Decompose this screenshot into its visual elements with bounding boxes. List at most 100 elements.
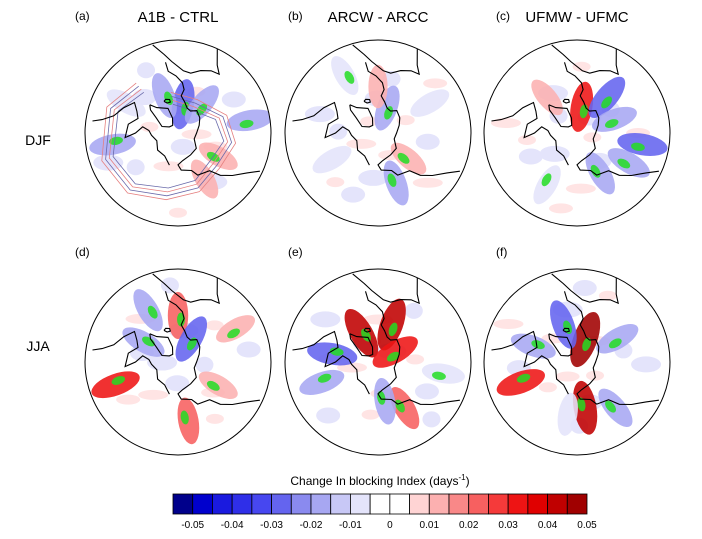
- background-blob: [138, 389, 169, 400]
- colorbar-tick-label: 0.04: [538, 520, 558, 531]
- significance-patch: [563, 320, 573, 334]
- background-blob: [304, 106, 335, 123]
- colorbar-swatch: [547, 493, 568, 515]
- panel-title: A1B - CTRL: [138, 9, 219, 26]
- coastline: [363, 327, 371, 333]
- map-boundary: [284, 39, 472, 227]
- coastline: [551, 44, 619, 76]
- colorbar-swatch: [369, 493, 391, 515]
- significance-patch: [582, 337, 592, 352]
- significance-patch: [608, 338, 622, 349]
- significance-patch: [384, 106, 393, 120]
- significance-patch: [109, 136, 123, 146]
- coastline: [92, 330, 170, 395]
- panel-field: [91, 273, 261, 445]
- background-blob: [538, 382, 557, 393]
- background-blob: [518, 135, 537, 146]
- background-blob: [518, 148, 543, 165]
- significance-patch: [541, 173, 552, 187]
- coastline: [152, 44, 220, 76]
- background-blob: [539, 145, 570, 162]
- colorbar-swatch: [389, 493, 410, 515]
- background-blob: [153, 161, 184, 172]
- coastline: [364, 291, 460, 406]
- panel-field: [490, 44, 668, 214]
- colorbar-title-exponent: -1: [458, 473, 466, 482]
- significance-patch: [432, 371, 446, 380]
- colorbar-swatch: [271, 493, 292, 515]
- background-blob: [326, 177, 345, 188]
- coastline: [349, 333, 374, 357]
- coastline: [349, 104, 374, 128]
- significance-patch: [516, 373, 531, 383]
- panel-field: [292, 44, 460, 206]
- background-blob: [360, 116, 379, 127]
- anomaly-patch: [312, 145, 352, 174]
- panel-f: (f): [483, 245, 671, 456]
- coastline: [163, 98, 171, 104]
- coastline: [163, 327, 171, 333]
- map-boundary: [84, 39, 272, 227]
- coastline: [352, 273, 420, 305]
- panel-field: [89, 44, 271, 218]
- colorbar-swatch: [488, 493, 509, 515]
- colorbar-tick-label: -0.04: [221, 520, 244, 531]
- colorbar-tick-label: 0: [387, 520, 393, 531]
- coastline: [563, 62, 659, 177]
- contour-line: [105, 85, 233, 197]
- colorbar-title-close: ): [466, 474, 470, 488]
- colorbar-title: Change In blocking Index (days-1): [290, 473, 469, 488]
- significance-patch: [617, 158, 631, 169]
- panel-letter: (c): [496, 9, 510, 23]
- significance-patch: [377, 390, 386, 405]
- coastline: [149, 104, 174, 128]
- background-blob: [396, 115, 415, 126]
- background-blob: [160, 277, 179, 294]
- coastline: [563, 291, 659, 406]
- map-boundary: [84, 268, 272, 456]
- anomaly-patch: [557, 392, 578, 436]
- colorbar-tick-label: 0.05: [577, 520, 597, 531]
- colorbar-tick-label: -0.05: [181, 520, 204, 531]
- background-blob: [165, 375, 190, 392]
- background-blob: [137, 62, 156, 79]
- coastline: [562, 327, 570, 333]
- coastline: [149, 333, 174, 357]
- panels-group: (a) A1B - CTRL (b) ARCW - ARCC (c) UFMW - UFM…: [75, 9, 671, 456]
- panel-letter: (f): [496, 245, 507, 259]
- colorbar-swatch: [192, 493, 213, 515]
- background-blob: [195, 356, 214, 373]
- panel-letter: (d): [75, 245, 90, 259]
- colorbar-swatch: [448, 493, 470, 515]
- panel-d: (d): [75, 245, 272, 456]
- background-blob: [140, 121, 159, 132]
- colorbar-swatch: [350, 493, 371, 515]
- colorbar-swatch: [172, 493, 194, 515]
- background-blob: [422, 411, 441, 428]
- coastline: [491, 330, 569, 395]
- significance-patch: [196, 103, 208, 116]
- coastline: [562, 98, 570, 104]
- significance-patch: [531, 340, 545, 350]
- background-blob: [414, 383, 439, 400]
- background-blob: [358, 169, 389, 186]
- colorbar-tick-label: 0.02: [459, 520, 479, 531]
- colorbar-swatch: [212, 493, 233, 515]
- background-blob: [631, 356, 662, 373]
- significance-patch: [601, 96, 613, 109]
- colorbar-swatch: [468, 493, 489, 515]
- colorbar-swatch: [409, 493, 430, 515]
- colorbar-tick-label: -0.03: [260, 520, 283, 531]
- anomaly-patch: [190, 159, 219, 199]
- background-blob: [221, 91, 246, 108]
- anomaly-patch: [531, 79, 563, 116]
- panel-title: UFMW - UFMC: [525, 9, 628, 26]
- panel-field: [292, 273, 465, 430]
- colorbar-tick-label: -0.01: [339, 520, 362, 531]
- coastline: [551, 273, 619, 305]
- colorbar-swatch: [428, 493, 450, 515]
- colorbar-swatch: [507, 493, 529, 515]
- coastline: [152, 273, 220, 305]
- significance-patch: [227, 328, 240, 339]
- background-blob: [116, 394, 141, 405]
